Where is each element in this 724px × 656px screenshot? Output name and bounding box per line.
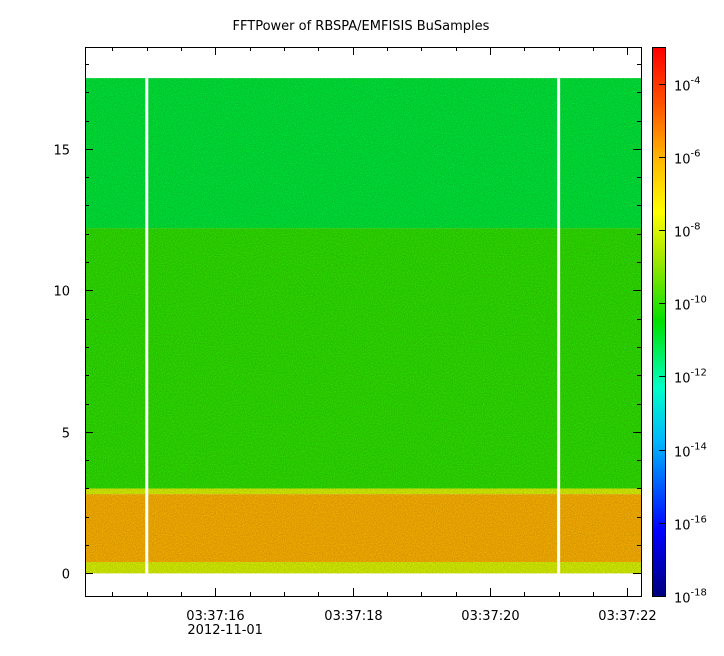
x-tick-label: 03:37:18	[324, 609, 382, 624]
x-date-label: 2012-11-01	[187, 623, 263, 638]
colorbar-tick-label: 10-10	[674, 295, 707, 314]
colorbar-tick-label: 10-16	[674, 515, 707, 534]
colorbar-tick-label: 10-4	[674, 76, 701, 95]
y-tick-label: 15	[53, 144, 70, 159]
chart-title: FFTPower of RBSPA/EMFISIS BuSamples	[233, 19, 490, 34]
colorbar-tick-label: 10-18	[674, 588, 707, 607]
x-tick-label: 03:37:16	[186, 609, 244, 624]
y-tick-label: 5	[62, 427, 70, 442]
colorbar: 10-18 10-16 10-14 10-12 10-10 10-8 10-6 10-4	[652, 47, 707, 607]
colorbar-tick-label: 10-12	[674, 368, 707, 387]
y-axis: 0 5 10 15	[53, 64, 641, 583]
x-tick-label: 03:37:20	[461, 609, 519, 624]
colorbar-tick-label: 10-8	[674, 222, 701, 241]
colorbar-tick-label: 10-14	[674, 442, 707, 461]
noise-texture	[86, 78, 641, 574]
x-axis: 03:37:16 03:37:18 03:37:20 03:37:22	[112, 47, 657, 624]
plot-area	[85, 47, 642, 597]
colorbar-ticks: 10-18 10-16 10-14 10-12 10-10 10-8 10-6 10-4	[659, 76, 707, 607]
y-tick-label: 10	[53, 285, 70, 300]
data-gap-0	[145, 78, 149, 574]
colorbar-gradient	[652, 47, 666, 597]
y-tick-label: 0	[62, 568, 70, 583]
x-tick-label: 03:37:22	[598, 609, 656, 624]
colorbar-tick-label: 10-6	[674, 149, 701, 168]
data-gap-1	[557, 78, 561, 574]
data-gaps	[145, 78, 561, 574]
plot-frame	[85, 47, 642, 597]
